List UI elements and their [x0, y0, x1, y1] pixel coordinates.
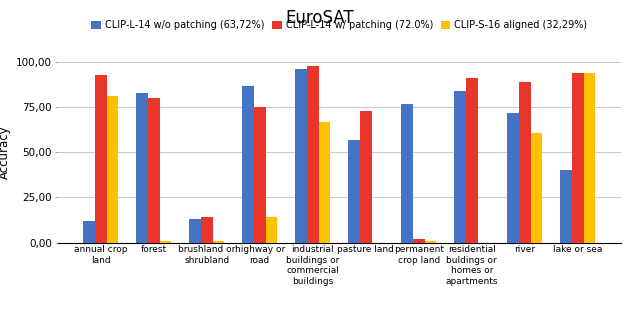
- Bar: [466, 78, 477, 243]
- Bar: [307, 66, 319, 243]
- Y-axis label: Accuracy: Accuracy: [0, 126, 10, 179]
- Bar: [424, 241, 436, 243]
- Bar: [519, 82, 531, 243]
- Bar: [560, 170, 572, 243]
- Bar: [413, 239, 424, 243]
- Bar: [212, 241, 224, 243]
- Bar: [266, 217, 277, 243]
- Bar: [454, 91, 466, 243]
- Bar: [106, 96, 118, 243]
- Bar: [254, 107, 266, 243]
- Bar: [531, 132, 542, 243]
- Bar: [348, 140, 360, 243]
- Bar: [136, 93, 148, 243]
- Bar: [201, 217, 212, 243]
- Text: EuroSAT: EuroSAT: [285, 9, 355, 27]
- Bar: [95, 75, 106, 243]
- Bar: [83, 221, 95, 243]
- Bar: [572, 73, 584, 243]
- Bar: [189, 219, 201, 243]
- Bar: [319, 122, 330, 243]
- Bar: [508, 113, 519, 243]
- Bar: [360, 111, 372, 243]
- Bar: [242, 86, 254, 243]
- Bar: [295, 69, 307, 243]
- Legend: CLIP-L-14 w/o patching (63,72%), CLIP-L-14 w/ patching (72.0%), CLIP-S-16 aligne: CLIP-L-14 w/o patching (63,72%), CLIP-L-…: [87, 16, 591, 34]
- Bar: [148, 98, 159, 243]
- Bar: [159, 241, 171, 243]
- Bar: [401, 104, 413, 243]
- Bar: [584, 73, 595, 243]
